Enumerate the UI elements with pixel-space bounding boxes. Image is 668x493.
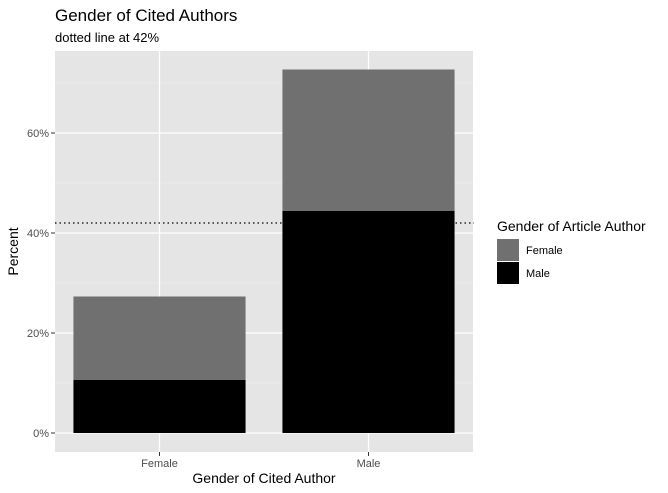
x-tick-label: Female (141, 458, 178, 470)
x-tick-label: Male (357, 458, 381, 470)
legend-label-female: Female (526, 245, 563, 257)
bar-female-female (73, 296, 246, 380)
legend-title: Gender of Article Author (497, 218, 646, 234)
y-tick-label: 0% (33, 428, 49, 440)
legend: Gender of Article Author Female Male (497, 218, 646, 284)
bars (73, 69, 455, 433)
bar-female-male (73, 380, 246, 433)
y-tick-label: 60% (27, 128, 49, 140)
y-axis: 0% 20% 40% 60% (27, 128, 55, 440)
chart-title: Gender of Cited Authors (55, 6, 237, 25)
y-axis-title: Percent (5, 227, 21, 275)
legend-key-male (497, 262, 519, 284)
bar-male-female (282, 69, 455, 211)
chart-subtitle: dotted line at 42% (55, 30, 160, 45)
bar-male-male (282, 211, 455, 433)
y-tick-label: 20% (27, 328, 49, 340)
y-tick-label: 40% (27, 228, 49, 240)
x-axis: Female Male (141, 452, 380, 470)
legend-label-male: Male (526, 268, 550, 280)
x-axis-title: Gender of Cited Author (192, 470, 336, 486)
legend-key-female (497, 239, 519, 261)
